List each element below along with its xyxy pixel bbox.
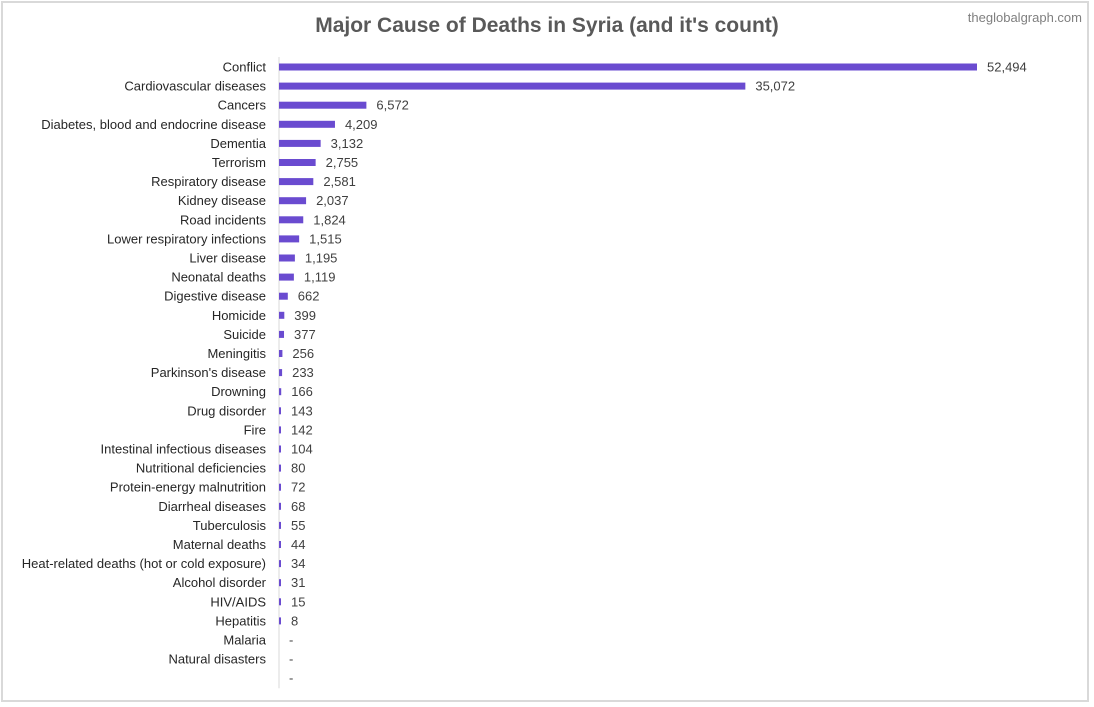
category-label: Natural disasters: [168, 652, 266, 667]
category-label: Cardiovascular diseases: [124, 79, 266, 94]
category-label: Tuberculosis: [193, 518, 267, 533]
data-label: 2,037: [316, 193, 349, 208]
bar: [279, 178, 314, 186]
data-label: 3,132: [331, 136, 364, 151]
category-label: Terrorism: [212, 155, 266, 170]
category-label: Drowning: [211, 384, 266, 399]
bar: [279, 273, 294, 281]
data-label: 2,755: [326, 155, 359, 170]
bar: [279, 216, 304, 224]
bar: [279, 350, 283, 357]
bar: [279, 311, 285, 319]
data-label: 15: [291, 594, 305, 609]
bar: [279, 445, 281, 453]
category-label: Meningitis: [207, 346, 266, 361]
data-label: -: [289, 671, 293, 686]
bar: [279, 330, 285, 338]
watermark: theglobalgraph.com: [967, 10, 1082, 25]
bar: [279, 369, 283, 377]
data-label: 233: [292, 365, 314, 380]
category-label: Protein-energy malnutrition: [110, 480, 266, 495]
category-label: Diabetes, blood and endocrine disease: [41, 117, 266, 132]
category-label: Road incidents: [180, 212, 266, 227]
data-label: 377: [294, 327, 316, 342]
data-label: 2,581: [323, 174, 356, 189]
data-label: -: [289, 652, 293, 667]
bar: [279, 139, 321, 147]
data-label: 35,072: [755, 79, 795, 94]
bar: [279, 254, 295, 262]
bar: [279, 464, 281, 472]
data-label: 68: [291, 499, 305, 514]
data-label: 166: [291, 384, 313, 399]
data-label: 34: [291, 556, 305, 571]
bar: [279, 598, 281, 606]
category-label: Hepatitis: [215, 613, 266, 628]
category-label: Maternal deaths: [173, 537, 267, 552]
bar: [279, 579, 281, 587]
category-label: Dementia: [210, 136, 266, 151]
data-label: 6,572: [376, 98, 409, 113]
category-label: Intestinal infectious diseases: [101, 442, 267, 457]
data-label: 104: [291, 442, 313, 457]
category-label: Neonatal deaths: [171, 270, 266, 285]
category-label: Liver disease: [189, 251, 266, 266]
bar: [279, 483, 281, 491]
category-label: Fire: [244, 422, 266, 437]
category-label: Nutritional deficiencies: [136, 461, 267, 476]
data-label: 1,195: [305, 251, 338, 266]
data-label: 55: [291, 518, 305, 533]
bar: [279, 292, 288, 300]
category-label: Conflict: [223, 60, 267, 75]
category-label: HIV/AIDS: [210, 594, 266, 609]
bar: [279, 82, 746, 90]
bar: [279, 101, 367, 109]
data-label: -: [289, 633, 293, 648]
category-label: Diarrheal diseases: [158, 499, 266, 514]
data-label: 143: [291, 403, 313, 418]
category-label: Parkinson's disease: [151, 365, 266, 380]
category-label: Digestive disease: [164, 289, 266, 304]
data-label: 8: [291, 613, 298, 628]
data-label: 256: [292, 346, 314, 361]
bar: [279, 120, 335, 128]
category-label: Malaria: [223, 633, 266, 648]
category-label: Lower respiratory infections: [107, 231, 266, 246]
chart-title: Major Cause of Deaths in Syria (and it's…: [315, 14, 779, 37]
bar: [279, 63, 977, 71]
bar: [279, 235, 300, 243]
category-label: Drug disorder: [187, 403, 266, 418]
category-label: Suicide: [223, 327, 266, 342]
data-label: 1,824: [313, 212, 346, 227]
bar: [279, 560, 281, 568]
data-label: 31: [291, 575, 305, 590]
data-label: 4,209: [345, 117, 378, 132]
category-label: Heat-related deaths (hot or cold exposur…: [22, 556, 266, 571]
category-label: Homicide: [212, 308, 266, 323]
bar: [279, 388, 282, 396]
data-label: 399: [294, 308, 316, 323]
bar: [279, 502, 281, 510]
category-label: Cancers: [218, 98, 267, 113]
bar: [279, 617, 281, 625]
bar: [279, 426, 281, 434]
data-label: 1,515: [309, 231, 342, 246]
bar: [279, 159, 316, 166]
data-label: 80: [291, 461, 305, 476]
category-label: Alcohol disorder: [173, 575, 267, 590]
category-label: Respiratory disease: [151, 174, 266, 189]
data-label: 662: [298, 289, 320, 304]
bar: [279, 407, 281, 415]
category-label: Kidney disease: [178, 193, 266, 208]
data-label: 1,119: [304, 270, 336, 285]
data-label: 44: [291, 537, 305, 552]
data-label: 142: [291, 422, 313, 437]
data-label: 72: [291, 480, 305, 495]
data-label: 52,494: [987, 60, 1027, 75]
bar: [279, 541, 281, 548]
bar: [279, 521, 281, 529]
bar: [279, 197, 307, 205]
